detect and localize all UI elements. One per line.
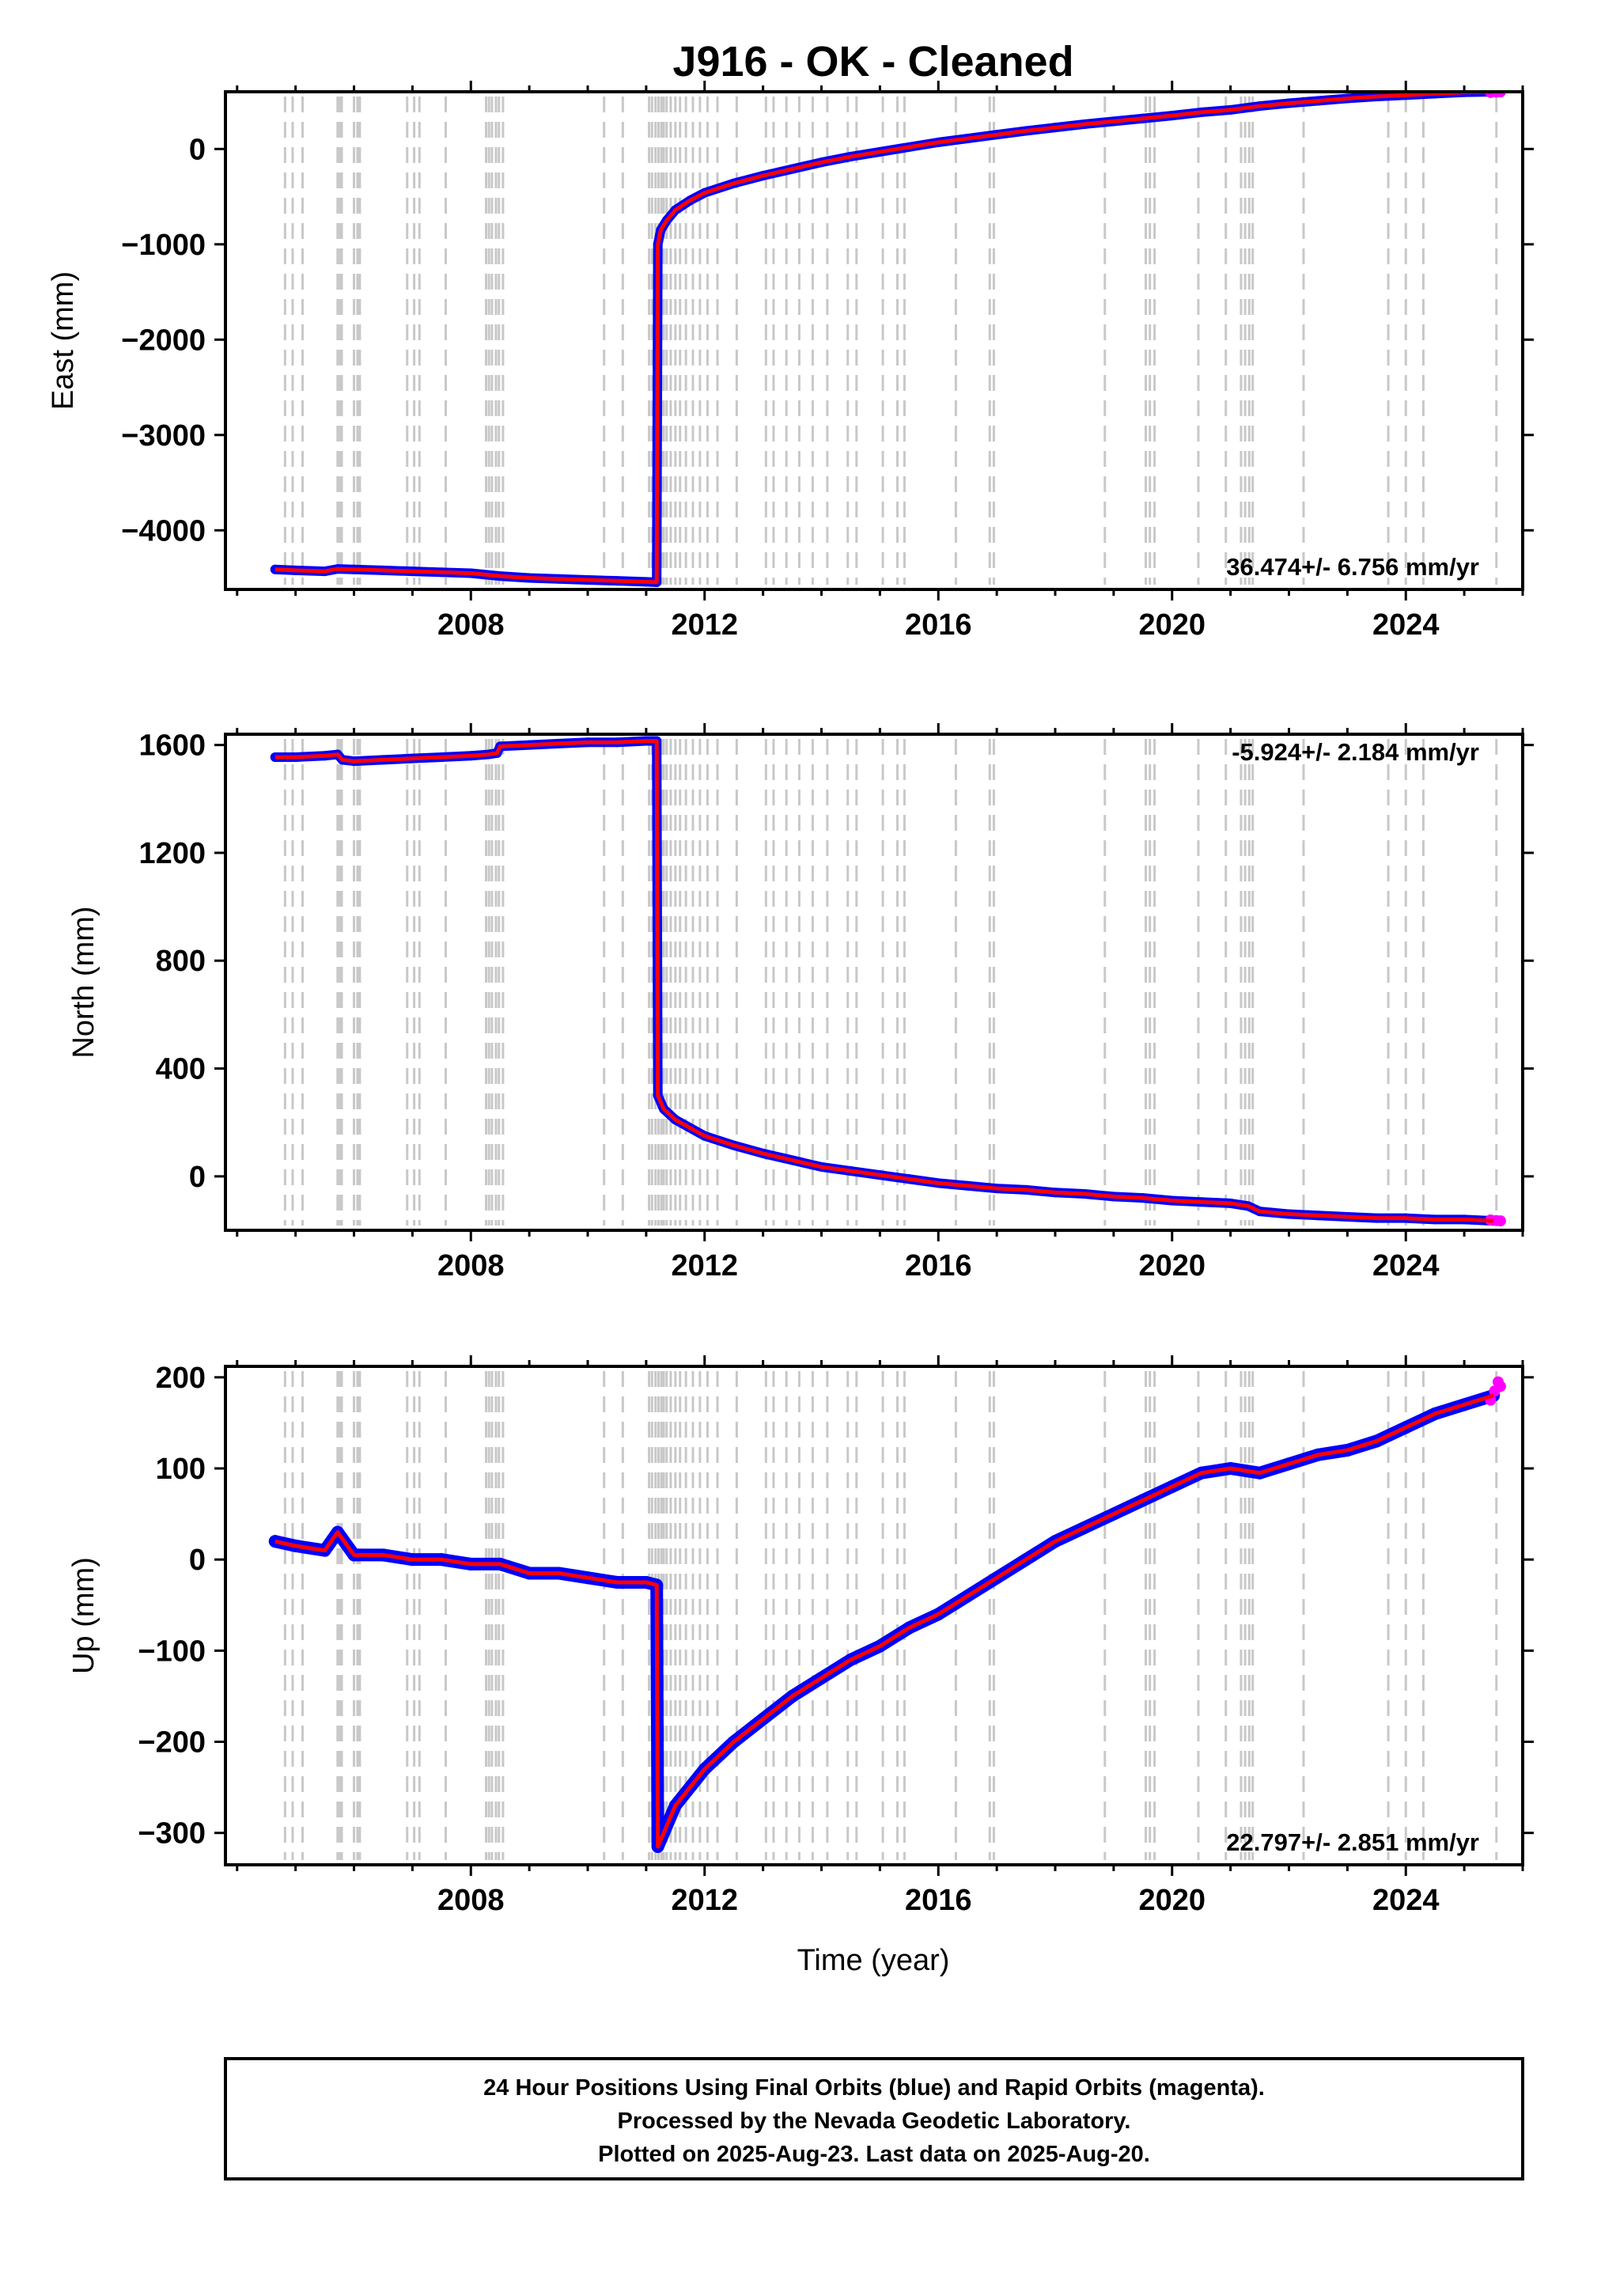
north-frame	[224, 733, 1524, 1232]
east-y-tick-label: −4000	[121, 514, 206, 547]
up-y-tick-label: −300	[138, 1817, 206, 1851]
north-x-tick-label: 2012	[671, 1249, 738, 1283]
up-rate-label: 22.797+/- 2.851 mm/yr	[1226, 1828, 1479, 1856]
east-x-tick-label: 2020	[1138, 608, 1205, 642]
footer-box: 24 Hour Positions Using Final Orbits (bl…	[224, 2057, 1524, 2180]
east-x-tick-label: 2012	[671, 608, 738, 642]
footer-line-3: Plotted on 2025-Aug-23. Last data on 202…	[598, 2142, 1150, 2167]
north-x-tick-label: 2020	[1138, 1249, 1205, 1283]
up-model-line	[274, 1393, 1494, 1849]
east-panel: 2008 2012 2016 2020 2024 −4000 −3000 −2000 −1000…	[47, 81, 1534, 642]
north-y-tick-label: 0	[189, 1161, 206, 1194]
up-y-tick-label: 200	[156, 1362, 206, 1395]
footer-frame	[224, 2057, 1524, 2180]
north-rate-label: -5.924+/- 2.184 mm/yr	[1232, 738, 1479, 766]
east-y-tick-label: −1000	[121, 229, 206, 262]
up-x-tick-label: 2012	[671, 1884, 738, 1917]
east-y-axis-label: East (mm)	[47, 271, 80, 410]
figure-title: J916 - OK - Cleaned	[672, 38, 1073, 85]
east-data-layer	[270, 92, 1506, 587]
x-axis-label: Time (year)	[797, 1944, 950, 1977]
east-x-tick-label: 2024	[1372, 608, 1440, 642]
east-y-tick-label: −2000	[121, 324, 206, 357]
up-y-axis-label: Up (mm)	[67, 1557, 100, 1674]
up-panel: 2008 2012 2016 2020 2024 −300 −200 −100 0 100 200 U…	[67, 1355, 1534, 1917]
east-plot-area	[225, 92, 1523, 589]
north-y-tick-label: 400	[156, 1053, 206, 1086]
up-y-tick-label: −100	[138, 1635, 206, 1668]
up-x-tick-label: 2024	[1372, 1884, 1440, 1917]
north-x-tick-label: 2008	[437, 1249, 505, 1283]
north-panel: 2008 2012 2016 2020 2024 0 400 800 1200 1600 North…	[67, 723, 1534, 1283]
up-y-tick-label: −200	[138, 1726, 206, 1760]
up-frame	[224, 1365, 1524, 1866]
north-y-tick-label: 1200	[138, 837, 206, 870]
up-y-tick-label: 100	[156, 1453, 206, 1486]
up-x-tick-label: 2016	[905, 1884, 972, 1917]
north-rapid-point	[1494, 1215, 1506, 1227]
north-x-tick-label: 2016	[905, 1249, 972, 1283]
up-x-tick-label: 2020	[1138, 1884, 1205, 1917]
up-rapid-point	[1494, 1381, 1506, 1392]
up-y-tick-label: 0	[189, 1544, 206, 1577]
east-x-tick-label: 2016	[905, 608, 972, 642]
up-x-tick-label: 2008	[437, 1884, 505, 1917]
north-data-layer	[270, 736, 1506, 1227]
north-y-tick-label: 800	[156, 945, 206, 978]
north-model-line	[274, 739, 1494, 1223]
up-plot-area	[225, 1366, 1523, 1865]
east-rate-label: 36.474+/- 6.756 mm/yr	[1226, 553, 1479, 581]
east-model-line	[274, 92, 1494, 585]
north-plot-area	[225, 734, 1523, 1230]
east-y-tick-label: 0	[189, 133, 206, 166]
up-data-layer	[268, 1376, 1506, 1853]
north-x-tick-label: 2024	[1372, 1249, 1440, 1283]
footer-line-2: Processed by the Nevada Geodetic Laborat…	[618, 2108, 1131, 2134]
north-y-axis-label: North (mm)	[67, 906, 100, 1058]
east-y-tick-label: −3000	[121, 419, 206, 453]
footer-line-1: 24 Hour Positions Using Final Orbits (bl…	[483, 2075, 1265, 2101]
north-y-tick-label: 1600	[138, 729, 206, 763]
east-x-tick-label: 2008	[437, 608, 505, 642]
